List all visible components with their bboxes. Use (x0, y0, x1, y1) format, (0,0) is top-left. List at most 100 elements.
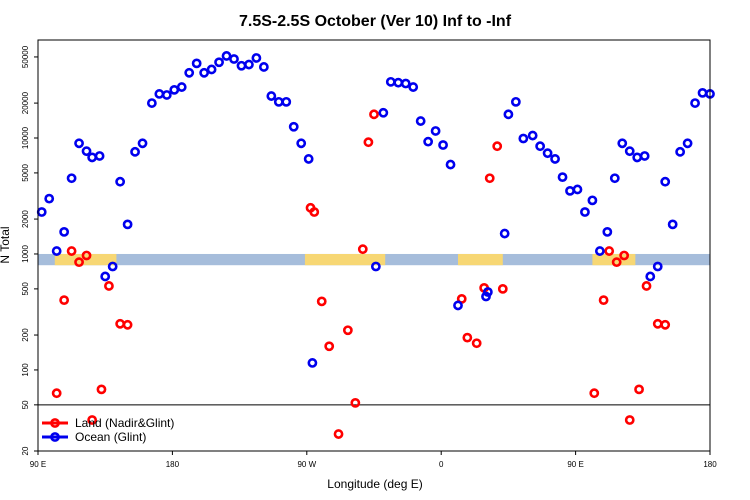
data-point (632, 152, 643, 163)
data-point (236, 60, 247, 71)
legend-marker (50, 418, 60, 428)
data-point (462, 332, 473, 343)
data-point (415, 116, 426, 126)
data-point (518, 133, 529, 144)
data-point (122, 319, 133, 330)
data-point (169, 84, 180, 95)
data-point (176, 82, 187, 92)
data-point (184, 67, 195, 78)
series-ocean (36, 51, 715, 368)
legend: Land (Nadir&Glint)Ocean (Glint) (42, 416, 174, 444)
data-point (604, 246, 615, 256)
x-tick-label: 0 (439, 460, 444, 469)
data-point (580, 207, 590, 217)
data-point (639, 151, 650, 161)
data-point (59, 227, 70, 237)
data-point (624, 415, 635, 425)
data-point (619, 250, 630, 261)
data-point (81, 250, 92, 261)
data-point (130, 146, 140, 157)
data-point (482, 287, 493, 297)
data-point (191, 58, 202, 69)
data-point (342, 325, 353, 336)
data-point (115, 318, 126, 329)
series-land (51, 109, 671, 439)
data-point (594, 246, 605, 256)
data-point (499, 228, 510, 239)
data-point (96, 384, 107, 395)
plot-frame (37, 39, 711, 452)
data-point (611, 257, 622, 268)
data-point (400, 78, 411, 89)
data-point (273, 96, 284, 107)
data-point (589, 388, 600, 399)
data-point (652, 261, 663, 272)
data-point (296, 138, 307, 149)
data-point (557, 172, 568, 183)
data-point (423, 136, 434, 147)
data-point (492, 141, 503, 152)
data-point (154, 89, 165, 99)
land-segment (304, 253, 386, 266)
y-tick-label: 100 (21, 363, 30, 377)
data-point (316, 296, 327, 307)
data-point (161, 90, 172, 100)
data-point (369, 109, 379, 120)
data-point (59, 295, 70, 306)
data-point (660, 319, 671, 330)
data-point (281, 96, 292, 107)
data-point (51, 246, 62, 256)
data-point (122, 219, 133, 230)
x-tick-label: 90 W (297, 460, 316, 469)
data-point (100, 271, 111, 282)
data-point (565, 185, 575, 196)
data-point (609, 173, 620, 184)
data-point (641, 281, 652, 291)
y-tick-label: 20000 (21, 91, 30, 114)
data-point (503, 109, 514, 120)
data-point (393, 77, 404, 88)
land-segment (458, 253, 503, 266)
y-tick-label: 20 (21, 446, 30, 455)
y-tick-label: 50000 (21, 45, 30, 68)
data-point (94, 151, 105, 161)
data-point (430, 126, 441, 136)
x-tick-label: 180 (166, 460, 180, 469)
data-point (288, 121, 299, 132)
data-point (104, 281, 114, 291)
data-point (74, 257, 84, 268)
data-point (137, 138, 148, 149)
data-point (378, 107, 389, 118)
data-point (497, 283, 508, 294)
data-point (214, 57, 224, 68)
axis-ticks: 90 E 180 90 W 0 90 E 180 20 50 100 200 500 1000 2000… (21, 45, 717, 469)
data-point (66, 173, 77, 184)
data-point (484, 173, 495, 184)
data-point (602, 227, 613, 237)
data-point (44, 193, 55, 204)
data-point (510, 96, 521, 107)
data-point (74, 138, 84, 149)
data-point (527, 130, 538, 141)
data-point (697, 87, 708, 98)
data-point (309, 207, 320, 217)
data-point (652, 318, 663, 329)
data-point (363, 137, 374, 148)
data-point (438, 140, 448, 150)
data-point (667, 219, 678, 230)
data-point (453, 300, 463, 311)
data-point (146, 98, 157, 108)
data-point (199, 67, 210, 78)
data-point (675, 146, 686, 157)
y-tick-label: 200 (21, 328, 30, 342)
x-tick-label: 180 (703, 460, 717, 469)
data-point (370, 261, 381, 272)
x-axis-label: Longitude (deg E) (327, 477, 422, 491)
data-point (617, 138, 628, 149)
data-point (66, 246, 77, 256)
x-tick-label: 90 E (30, 460, 46, 469)
data-point (634, 384, 644, 395)
data-point (682, 138, 693, 149)
data-point (36, 207, 47, 217)
